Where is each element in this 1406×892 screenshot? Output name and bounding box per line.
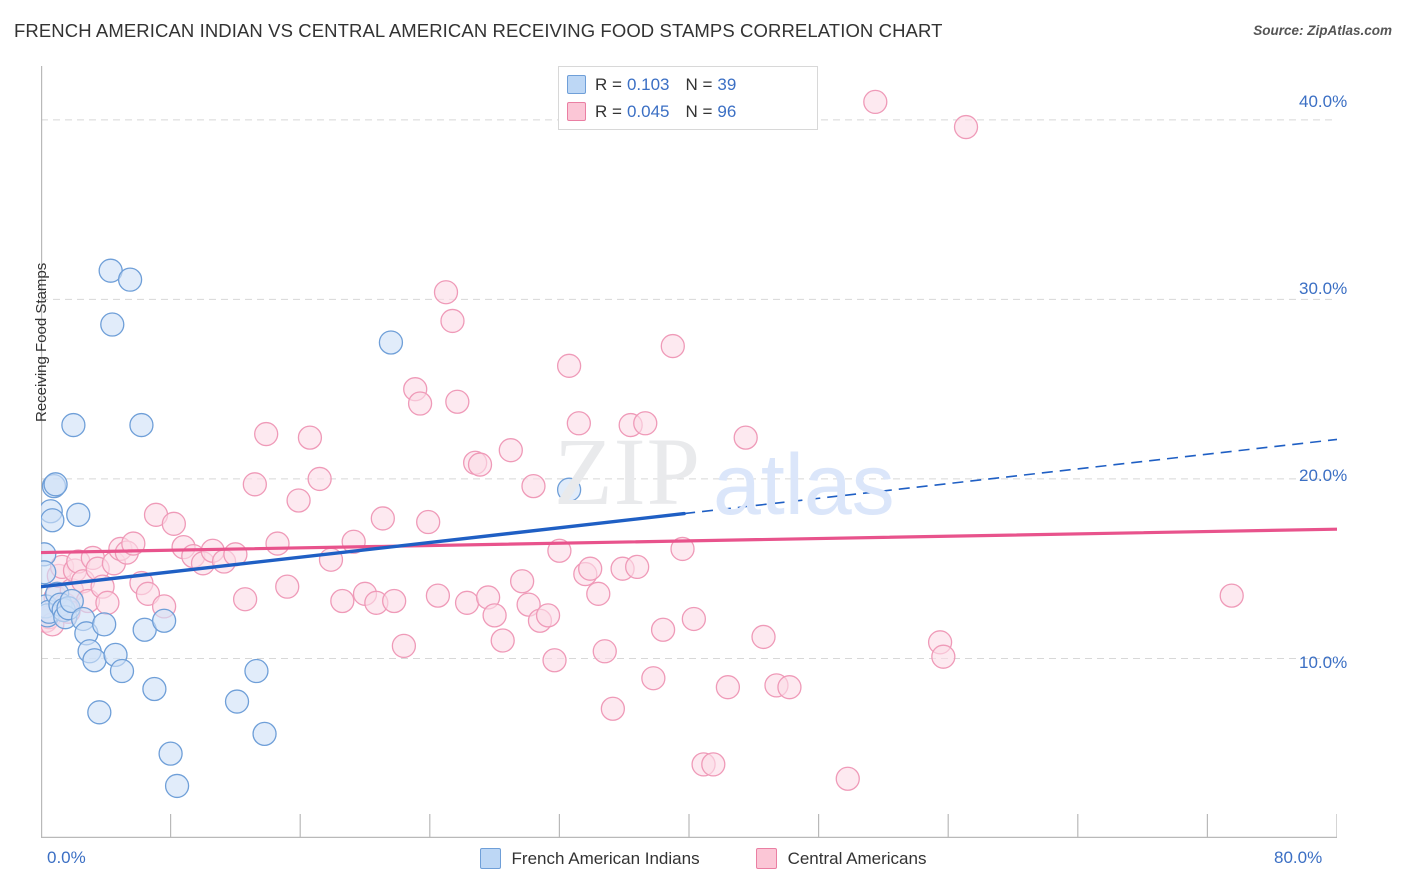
series-legend: French American Indians Central American… — [0, 848, 1406, 869]
stats-row-french-american-indians: R = 0.103 N = 39 — [567, 71, 809, 98]
n-label-pink: N = — [685, 101, 713, 121]
y-tick-label-40: 40.0% — [1299, 92, 1348, 111]
y-tick-label-10: 10.0% — [1299, 653, 1348, 672]
r-value-pink: 0.045 — [626, 101, 670, 121]
legend-swatch-pink-icon — [567, 102, 586, 121]
legend-marker-blue-icon — [479, 848, 501, 869]
scatter-plot: ZIP atlas Receiving Food Stamps 40.0% 30… — [33, 66, 1347, 867]
axis-lines — [41, 66, 1337, 838]
y-tick-label-20: 20.0% — [1299, 466, 1348, 485]
plot-canvas — [41, 66, 1337, 838]
data-points-french-american-indians — [41, 258, 582, 799]
legend-swatch-blue-icon — [567, 75, 586, 94]
r-label-blue: R = — [595, 74, 622, 94]
page-title: FRENCH AMERICAN INDIAN VS CENTRAL AMERIC… — [14, 20, 943, 41]
correlation-stats-legend: R = 0.103 N = 39 R = 0.045 N = 96 — [558, 66, 818, 130]
trend-lines — [41, 438, 1337, 589]
legend-item-french-american-indians[interactable]: French American Indians — [479, 848, 700, 869]
source-attribution: Source: ZipAtlas.com — [1253, 23, 1392, 38]
x-tick-label-max: 80.0% — [1274, 848, 1323, 867]
legend-label-central-americans: Central Americans — [787, 848, 927, 868]
r-label-pink: R = — [595, 101, 622, 121]
chart-header: FRENCH AMERICAN INDIAN VS CENTRAL AMERIC… — [0, 0, 1406, 52]
x-tick-label-min: 0.0% — [47, 848, 86, 867]
n-label-blue: N = — [685, 74, 713, 94]
data-points-central-americans — [41, 89, 1244, 791]
y-tick-label-30: 30.0% — [1299, 279, 1348, 298]
stats-row-central-americans: R = 0.045 N = 96 — [567, 98, 809, 125]
legend-item-central-americans[interactable]: Central Americans — [755, 848, 927, 869]
y-axis-title: Receiving Food Stamps — [33, 262, 50, 422]
n-value-pink: 96 — [717, 101, 737, 121]
gridlines — [41, 119, 1337, 659]
legend-marker-pink-icon — [755, 848, 777, 869]
legend-label-french-american-indians: French American Indians — [511, 848, 700, 868]
axis-ticks — [41, 814, 1337, 838]
r-value-blue: 0.103 — [626, 74, 670, 94]
n-value-blue: 39 — [717, 74, 737, 94]
